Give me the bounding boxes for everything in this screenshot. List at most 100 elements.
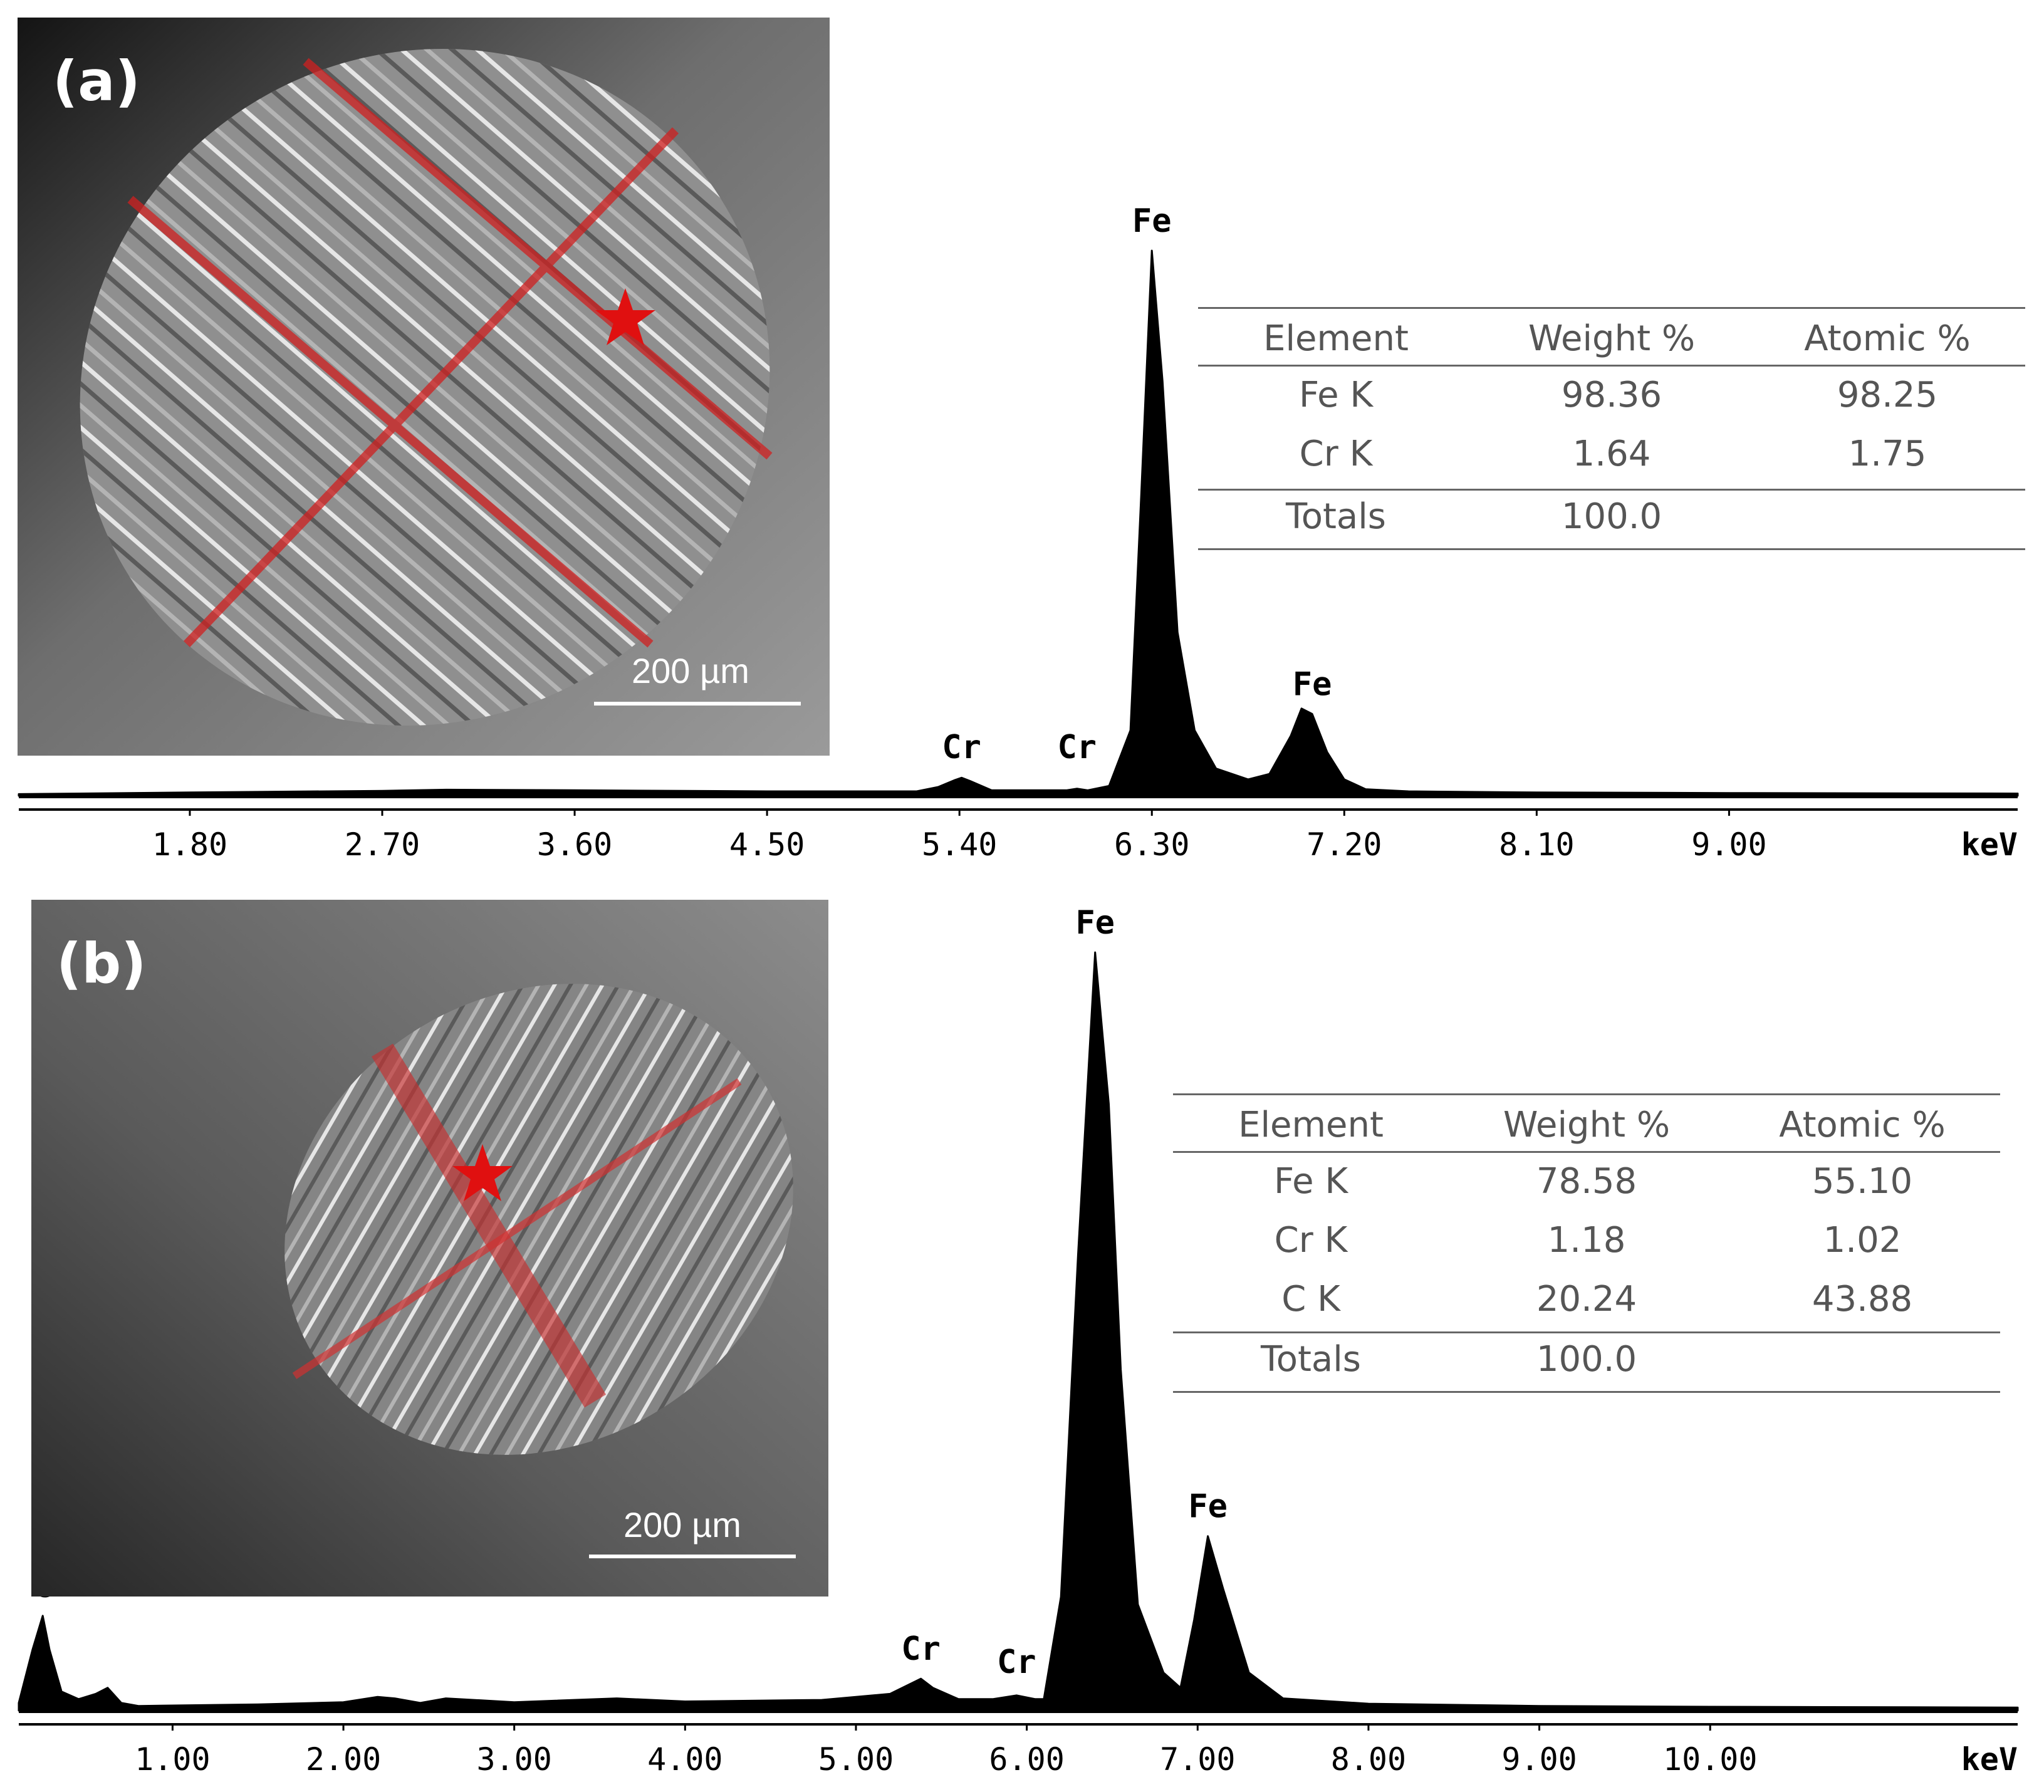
peak-label: Fe bbox=[1075, 904, 1115, 942]
x-tick-label: 7.00 bbox=[1160, 1741, 1235, 1778]
striation-line bbox=[209, 18, 830, 516]
striation-line bbox=[122, 18, 830, 616]
peak-label: Cr bbox=[997, 1644, 1036, 1681]
x-tick-label: 5.00 bbox=[818, 1741, 894, 1778]
peak-label: Cr bbox=[901, 1630, 941, 1668]
indent-diagonal-a2 bbox=[127, 195, 654, 648]
scale-bar-b bbox=[589, 1555, 796, 1558]
striation-line bbox=[515, 952, 828, 1546]
table-rule-totals bbox=[1198, 489, 2025, 491]
table-header-atomic: Atomic % bbox=[1804, 318, 1971, 359]
x-tick-label: 6.00 bbox=[989, 1741, 1064, 1778]
star-marker-b bbox=[452, 1144, 513, 1201]
eds-table-a: Element Weight % Atomic % Fe K 98.36 98.… bbox=[1198, 307, 2025, 551]
striation-line bbox=[18, 246, 652, 756]
table-cell: Cr K bbox=[1274, 1220, 1348, 1261]
striation-line bbox=[133, 18, 830, 603]
x-tick-label: 1.00 bbox=[135, 1741, 210, 1778]
sem-image-b: (b) 200 µm bbox=[31, 900, 828, 1597]
table-cell: Fe K bbox=[1298, 375, 1374, 415]
striation-line bbox=[177, 18, 830, 553]
x-tick-label: 4.00 bbox=[647, 1741, 722, 1778]
table-rule-totals bbox=[1173, 1331, 2000, 1333]
x-tick-label: 8.10 bbox=[1499, 826, 1574, 863]
x-tick-label: 5.40 bbox=[922, 826, 997, 863]
striation-line bbox=[479, 932, 828, 1546]
x-tick-label: 9.00 bbox=[1501, 1741, 1577, 1778]
eds-spectrum-b: 1.00 2.00 3.00 4.00 5.00 6.00 7.00 8.00 9.00 10.0… bbox=[18, 904, 2019, 1778]
table-header-weight: Weight % bbox=[1528, 318, 1696, 359]
table-header-element: Element bbox=[1263, 318, 1409, 359]
sem-micrograph-b bbox=[31, 900, 828, 1597]
table-cell: 78.58 bbox=[1536, 1161, 1637, 1202]
striation-line bbox=[220, 18, 830, 503]
table-cell: 98.25 bbox=[1837, 375, 1938, 415]
sem-image-a: (a) 200 µm bbox=[18, 18, 830, 756]
eds-spectrum-a: 1.80 2.70 3.60 4.50 5.40 6.30 7.20 8.10 9.00 keV F… bbox=[18, 202, 2019, 863]
x-tick-label: 3.00 bbox=[476, 1741, 551, 1778]
indent-diagonal-a3 bbox=[183, 127, 679, 647]
peak-label: Cr bbox=[1058, 729, 1097, 766]
striation-line bbox=[198, 18, 830, 528]
table-totals-label: Totals bbox=[1261, 1339, 1361, 1380]
table-cell: 20.24 bbox=[1536, 1279, 1637, 1320]
x-tick-label: 7.20 bbox=[1306, 826, 1382, 863]
table-cell: 1.75 bbox=[1848, 434, 1927, 474]
table-rule-bottom bbox=[1198, 548, 2025, 550]
table-cell: Cr K bbox=[1299, 434, 1373, 474]
table-cell: 1.18 bbox=[1547, 1220, 1626, 1261]
table-rule-header bbox=[1173, 1151, 2000, 1153]
x-axis-unit-label: keV bbox=[1961, 826, 2018, 863]
x-tick-label: 10.00 bbox=[1663, 1741, 1758, 1778]
table-cell: Fe K bbox=[1273, 1161, 1348, 1202]
scale-bar-label-a: 200 µm bbox=[632, 651, 749, 690]
table-totals-label: Totals bbox=[1286, 496, 1386, 537]
table-rule-header bbox=[1198, 365, 2025, 367]
table-rule-top bbox=[1198, 307, 2025, 309]
eds-table-b: Element Weight % Atomic % Fe K 78.58 55.… bbox=[1173, 1093, 2000, 1394]
table-cell: C K bbox=[1281, 1279, 1340, 1320]
indent-diagonal-a1 bbox=[303, 58, 773, 460]
star-marker-a bbox=[595, 288, 655, 345]
table-totals-weight: 100.0 bbox=[1536, 1339, 1637, 1380]
striation-line bbox=[18, 171, 717, 756]
striation-line bbox=[155, 18, 830, 578]
x-tick-label: 6.30 bbox=[1114, 826, 1189, 863]
table-rule-bottom bbox=[1173, 1391, 2000, 1393]
panel-label-a: (a) bbox=[53, 49, 140, 113]
table-cell: 55.10 bbox=[1812, 1161, 1913, 1202]
striation-line bbox=[18, 196, 695, 756]
table-cell: 98.36 bbox=[1561, 375, 1662, 415]
striation-line bbox=[198, 900, 563, 1486]
table-cell: 1.02 bbox=[1823, 1220, 1902, 1261]
x-tick-label: 2.70 bbox=[345, 826, 420, 863]
table-cell: 1.64 bbox=[1572, 434, 1651, 474]
peak-label: Fe bbox=[1293, 666, 1332, 704]
indent-diagonal-b2 bbox=[292, 1078, 742, 1380]
x-tick-label: 9.00 bbox=[1691, 826, 1766, 863]
panel-label-b: (b) bbox=[56, 931, 147, 996]
panel-b: 1.00 2.00 3.00 4.00 5.00 6.00 7.00 8.00 9.00 10.0… bbox=[0, 877, 2044, 1792]
indent-diagonal-b1 bbox=[371, 1043, 607, 1408]
striation-line bbox=[144, 18, 830, 591]
striation-line bbox=[165, 18, 830, 566]
spectrum-trace bbox=[18, 951, 2019, 1712]
scale-bar-a bbox=[594, 702, 801, 706]
x-tick-label: 3.60 bbox=[537, 826, 612, 863]
panel-a: 1.80 2.70 3.60 4.50 5.40 6.30 7.20 8.10 9.00 keV F… bbox=[0, 0, 2044, 877]
striation-line bbox=[18, 209, 684, 756]
spectrum-trace bbox=[18, 249, 2019, 797]
scale-bar-label-b: 200 µm bbox=[623, 1505, 741, 1545]
x-tick-label: 2.00 bbox=[306, 1741, 381, 1778]
x-tick-label: 8.00 bbox=[1331, 1741, 1406, 1778]
peak-label: Fe bbox=[1132, 202, 1172, 240]
striation-line bbox=[503, 945, 828, 1546]
sem-micrograph-a bbox=[18, 18, 830, 756]
table-rule-top bbox=[1173, 1093, 2000, 1095]
striation-line bbox=[18, 234, 662, 756]
table-header-weight: Weight % bbox=[1503, 1105, 1671, 1145]
striation-line bbox=[18, 184, 706, 756]
striation-line bbox=[18, 271, 630, 756]
table-header-atomic: Atomic % bbox=[1779, 1105, 1946, 1145]
striation-line bbox=[491, 939, 828, 1546]
